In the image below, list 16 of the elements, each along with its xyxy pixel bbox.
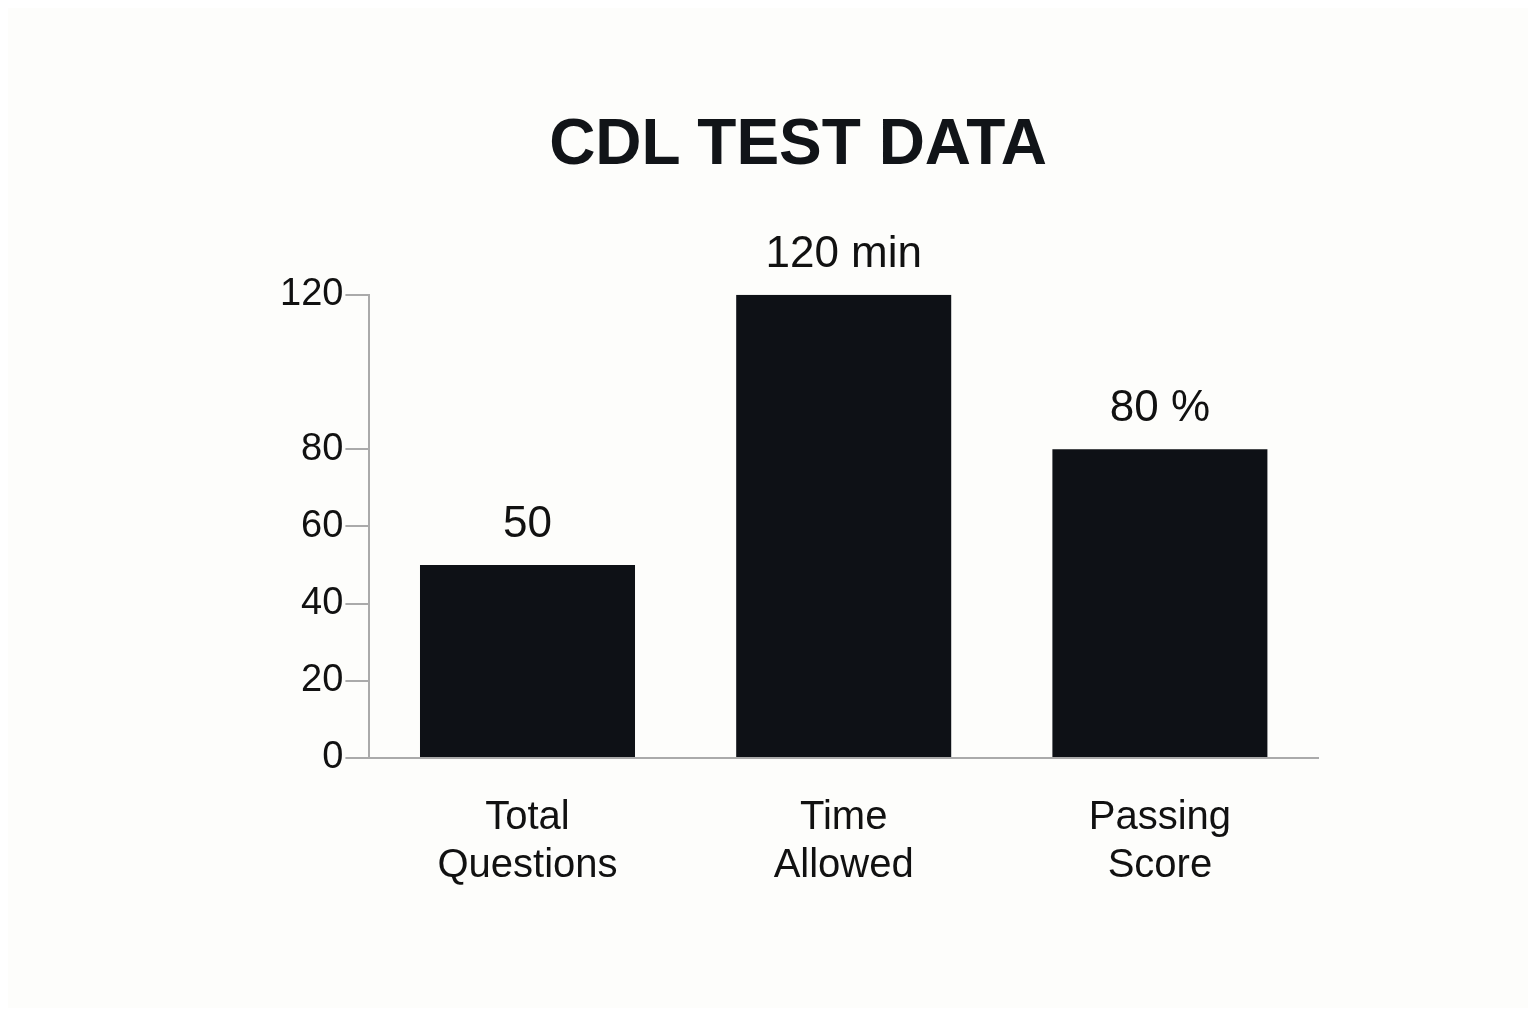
y-tick-label: 60 <box>301 502 344 545</box>
y-tick-label: 40 <box>301 580 344 623</box>
chart-title: CDL TEST DATA <box>549 106 1047 179</box>
x-tick-label: Total Questions <box>437 793 618 886</box>
y-tick-label: 120 <box>280 271 344 314</box>
data-label: 50 <box>503 497 552 547</box>
data-label: 120 min <box>765 226 922 276</box>
data-label: 80 % <box>1109 381 1211 431</box>
bar <box>736 294 952 757</box>
x-tick-label: Time Allowed <box>773 793 914 886</box>
bar <box>1052 449 1268 757</box>
y-tick-label: 20 <box>301 657 344 700</box>
y-tick-label: 80 <box>301 425 344 468</box>
y-tick-label: 0 <box>322 734 344 777</box>
x-tick-label: Passing Score <box>1088 793 1232 886</box>
bar <box>419 565 636 757</box>
